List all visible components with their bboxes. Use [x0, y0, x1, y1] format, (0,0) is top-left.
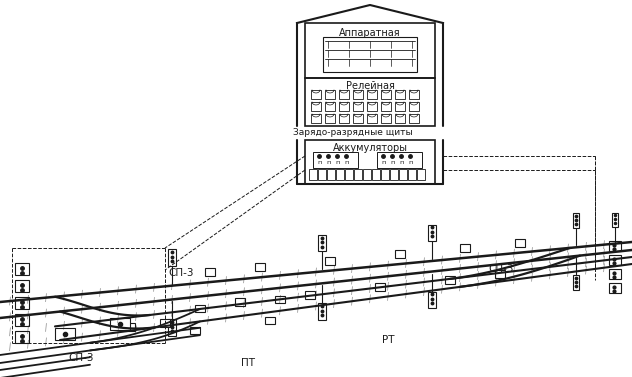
- Bar: [428, 291, 435, 308]
- Bar: [460, 244, 470, 252]
- Bar: [15, 280, 29, 292]
- Text: Релейная: Релейная: [346, 81, 394, 91]
- Text: Зарядо-разрядные щиты: Зарядо-разрядные щиты: [293, 128, 413, 137]
- Text: п: п: [326, 160, 330, 165]
- Bar: [325, 102, 335, 111]
- Bar: [319, 303, 325, 320]
- Bar: [110, 318, 130, 330]
- Bar: [305, 291, 315, 299]
- Bar: [409, 90, 419, 99]
- Bar: [275, 296, 285, 303]
- Bar: [353, 90, 363, 99]
- Text: п: п: [335, 160, 339, 165]
- Bar: [190, 326, 200, 334]
- Bar: [381, 169, 389, 180]
- Bar: [381, 102, 391, 111]
- Bar: [367, 114, 377, 123]
- Bar: [395, 90, 405, 99]
- Bar: [375, 283, 385, 291]
- Bar: [336, 169, 344, 180]
- Text: СП-3: СП-3: [68, 353, 94, 363]
- Bar: [325, 114, 335, 123]
- Bar: [354, 169, 362, 180]
- Bar: [15, 314, 29, 326]
- Bar: [15, 297, 29, 309]
- Bar: [15, 331, 29, 343]
- Bar: [15, 263, 29, 275]
- Bar: [367, 90, 377, 99]
- Bar: [395, 114, 405, 123]
- Bar: [353, 114, 363, 123]
- Bar: [573, 213, 580, 228]
- Text: СП-3: СП-3: [488, 264, 513, 274]
- Bar: [390, 169, 398, 180]
- Bar: [125, 323, 135, 331]
- Bar: [609, 283, 621, 293]
- Bar: [445, 276, 455, 284]
- Bar: [399, 169, 407, 180]
- Bar: [409, 114, 419, 123]
- Bar: [367, 102, 377, 111]
- Text: п: п: [344, 160, 348, 165]
- Text: п: п: [381, 160, 385, 165]
- Bar: [168, 319, 176, 336]
- Bar: [395, 250, 405, 258]
- Bar: [408, 169, 416, 180]
- Text: Аккумуляторы: Аккумуляторы: [332, 143, 408, 153]
- Bar: [311, 114, 321, 123]
- Text: Аппаратная: Аппаратная: [339, 28, 401, 38]
- Bar: [609, 255, 621, 265]
- Bar: [168, 250, 176, 266]
- Bar: [428, 225, 435, 241]
- Bar: [318, 169, 326, 180]
- Text: п: п: [390, 160, 394, 165]
- Text: СП-3: СП-3: [168, 268, 193, 278]
- Bar: [309, 169, 317, 180]
- Bar: [327, 169, 335, 180]
- Bar: [313, 152, 358, 168]
- Bar: [612, 213, 618, 227]
- Bar: [325, 257, 335, 265]
- Bar: [363, 169, 371, 180]
- Text: п: п: [399, 160, 403, 165]
- Bar: [305, 23, 435, 78]
- Bar: [311, 102, 321, 111]
- Bar: [395, 102, 405, 111]
- Bar: [345, 169, 353, 180]
- Bar: [160, 319, 170, 327]
- Bar: [205, 268, 215, 276]
- Bar: [381, 114, 391, 123]
- Bar: [417, 169, 425, 180]
- Bar: [195, 305, 205, 313]
- Bar: [609, 269, 621, 279]
- Bar: [339, 102, 349, 111]
- Bar: [255, 263, 265, 271]
- Bar: [495, 270, 505, 278]
- Bar: [339, 114, 349, 123]
- Bar: [323, 37, 417, 72]
- Bar: [353, 102, 363, 111]
- Bar: [319, 235, 325, 251]
- Text: РТ: РТ: [382, 335, 394, 345]
- Bar: [265, 317, 275, 323]
- Text: ПТ: ПТ: [241, 358, 255, 368]
- Bar: [339, 90, 349, 99]
- Bar: [609, 241, 621, 251]
- Bar: [409, 102, 419, 111]
- Bar: [515, 239, 525, 247]
- Bar: [381, 90, 391, 99]
- Bar: [377, 152, 422, 168]
- Bar: [325, 90, 335, 99]
- Bar: [55, 328, 75, 340]
- Bar: [305, 78, 435, 126]
- Text: п: п: [408, 160, 412, 165]
- Bar: [372, 169, 380, 180]
- Text: п: п: [317, 160, 321, 165]
- Bar: [573, 275, 580, 290]
- Bar: [235, 298, 245, 306]
- Bar: [305, 140, 435, 184]
- Bar: [311, 90, 321, 99]
